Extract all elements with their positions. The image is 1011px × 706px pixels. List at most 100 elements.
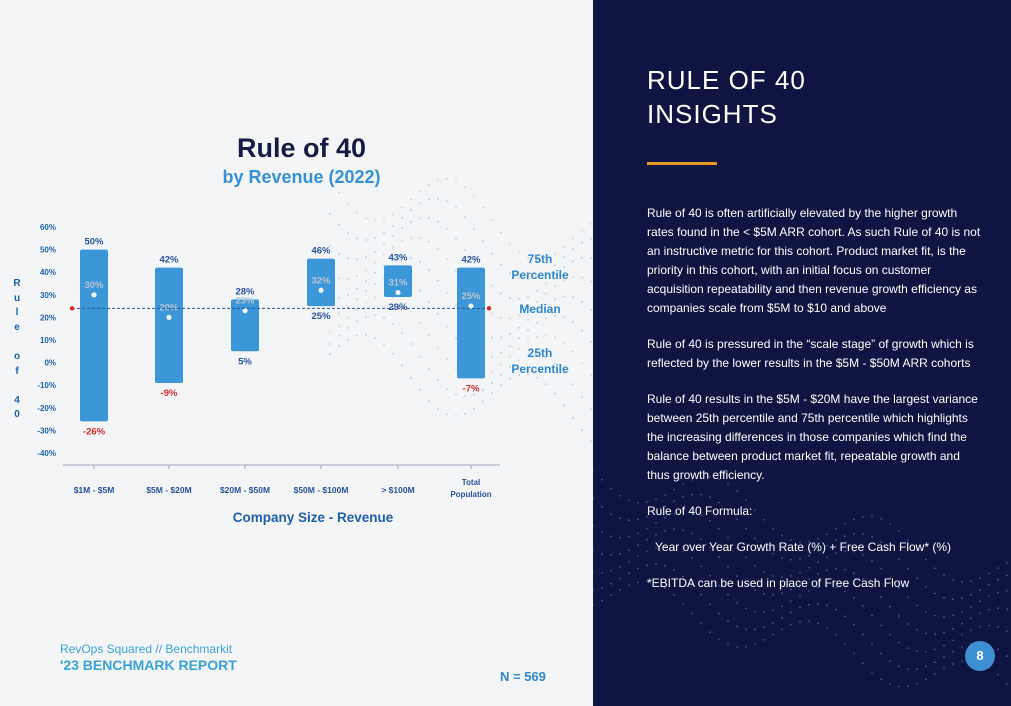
decor-dot (619, 577, 621, 580)
decor-dot (464, 249, 466, 252)
decor-dot (509, 366, 511, 368)
decor-dot (581, 276, 583, 279)
decor-dot (1006, 682, 1008, 685)
decor-dot (925, 586, 927, 588)
decor-dot (401, 227, 403, 230)
decor-dot (808, 554, 810, 557)
decor-dot (455, 367, 457, 370)
decor-dot (572, 383, 574, 385)
decor-dot (646, 515, 648, 518)
decor-dot (554, 315, 556, 317)
decor-dot (646, 501, 648, 504)
decor-dot (590, 237, 592, 240)
decor-dot (392, 213, 394, 216)
decor-dot (610, 513, 612, 515)
decor-dot (1006, 574, 1008, 577)
decor-dot (664, 494, 666, 496)
decor-dot (482, 389, 484, 391)
y-tick-label: 60% (40, 223, 56, 232)
decor-dot (745, 645, 747, 648)
decor-dot (464, 395, 466, 398)
decor-dot (925, 610, 927, 613)
decor-dot (736, 490, 738, 493)
decor-dot (889, 660, 891, 662)
decor-dot (907, 567, 909, 570)
decor-dot (952, 650, 954, 653)
decor-dot (446, 178, 448, 180)
formula-text: Year over Year Growth Rate (%) + Free Ca… (655, 540, 952, 554)
y-tick-label: -20% (37, 404, 56, 413)
decor-dot (545, 271, 547, 274)
decor-dot (880, 595, 882, 598)
decor-dot (527, 355, 529, 357)
decor-dot (383, 243, 385, 246)
decor-dot (536, 376, 538, 379)
decor-dot (736, 575, 738, 577)
decor-dot (473, 393, 475, 396)
decor-dot (581, 395, 583, 398)
decor-dot (664, 530, 666, 532)
decor-dot (655, 582, 657, 585)
decor-dot (961, 580, 963, 583)
decor-dot (997, 673, 999, 676)
decor-dot (745, 556, 747, 559)
insight-paragraph: Rule of 40 results in the $5M - $20M hav… (647, 392, 978, 482)
decor-dot (473, 195, 475, 198)
y-tick-label: 0% (44, 359, 56, 368)
decor-dot (727, 593, 729, 596)
decor-dot (943, 656, 945, 658)
decor-dot (374, 283, 376, 285)
decor-dot (437, 248, 439, 251)
decor-dot (347, 327, 349, 329)
decor-dot (925, 632, 927, 635)
decor-dot (979, 577, 981, 579)
decor-dot (709, 546, 711, 549)
decor-dot (401, 216, 403, 219)
decor-dot (907, 539, 909, 542)
decor-dot (518, 374, 520, 376)
decor-dot (997, 567, 999, 569)
decor-dot (509, 242, 511, 245)
decor-dot (727, 509, 729, 511)
decor-dot (745, 607, 747, 610)
decor-dot (590, 440, 592, 442)
decor-dot (437, 179, 439, 182)
decor-dot (772, 609, 774, 612)
decor-dot (401, 206, 403, 209)
decor-dot (338, 335, 340, 337)
decor-dot (988, 608, 990, 611)
decor-dot (925, 678, 927, 680)
decor-dot (763, 518, 765, 521)
decor-dot (446, 200, 448, 203)
decor-dot (500, 263, 502, 266)
decor-dot (593, 549, 594, 552)
decor-dot (853, 624, 855, 626)
decor-dot (979, 589, 981, 592)
decor-dot (718, 555, 720, 558)
decor-dot (509, 355, 511, 358)
p75-label: 42% (461, 255, 481, 266)
decor-dot (455, 270, 457, 273)
decor-dot (329, 331, 331, 334)
decor-dot (455, 237, 457, 240)
chart-subtitle: by Revenue (2022) (222, 167, 381, 187)
decor-dot (682, 529, 684, 531)
decor-dot (691, 493, 693, 496)
decor-dot (410, 236, 412, 239)
decor-dot (844, 642, 846, 645)
decor-dot (554, 264, 556, 266)
decor-dot (781, 605, 783, 608)
decor-dot (934, 592, 936, 595)
decor-dot (554, 274, 556, 277)
decor-dot (347, 306, 349, 309)
decor-dot (682, 510, 684, 513)
decor-dot (826, 585, 828, 588)
range-bar (384, 265, 412, 298)
decor-dot (464, 186, 466, 189)
decor-dot (491, 219, 493, 222)
decor-dot (862, 662, 864, 665)
decor-dot (419, 289, 421, 292)
decor-dot (961, 660, 963, 663)
decor-dot (392, 352, 394, 355)
decor-dot (970, 629, 972, 631)
